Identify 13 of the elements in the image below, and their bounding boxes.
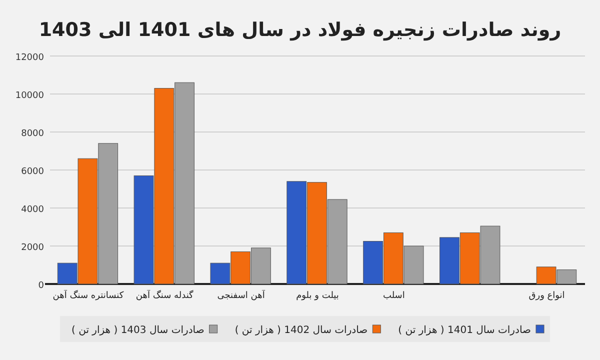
legend-label: صادرات سال 1403 ( هزار تن ) — [72, 325, 204, 336]
y-tick-label: 8000 — [21, 129, 44, 139]
y-tick-label: 12000 — [15, 53, 44, 63]
y-tick-label: 2000 — [21, 243, 44, 253]
y-tick-label: 0 — [38, 281, 44, 291]
y-tick-label: 6000 — [21, 167, 44, 177]
legend-label: صادرات سال 1402 ( هزار تن ) — [234, 325, 368, 336]
x-tick-label: بیلت و بلوم — [295, 290, 340, 302]
legend-label: صادرات سال 1401 ( هزار تن ) — [398, 325, 531, 336]
x-tick-label: اسلب — [382, 290, 406, 302]
y-tick-label: 4000 — [21, 205, 44, 215]
x-tick-label: انواع ورق — [528, 290, 566, 302]
y-tick-label: 10000 — [15, 91, 44, 101]
